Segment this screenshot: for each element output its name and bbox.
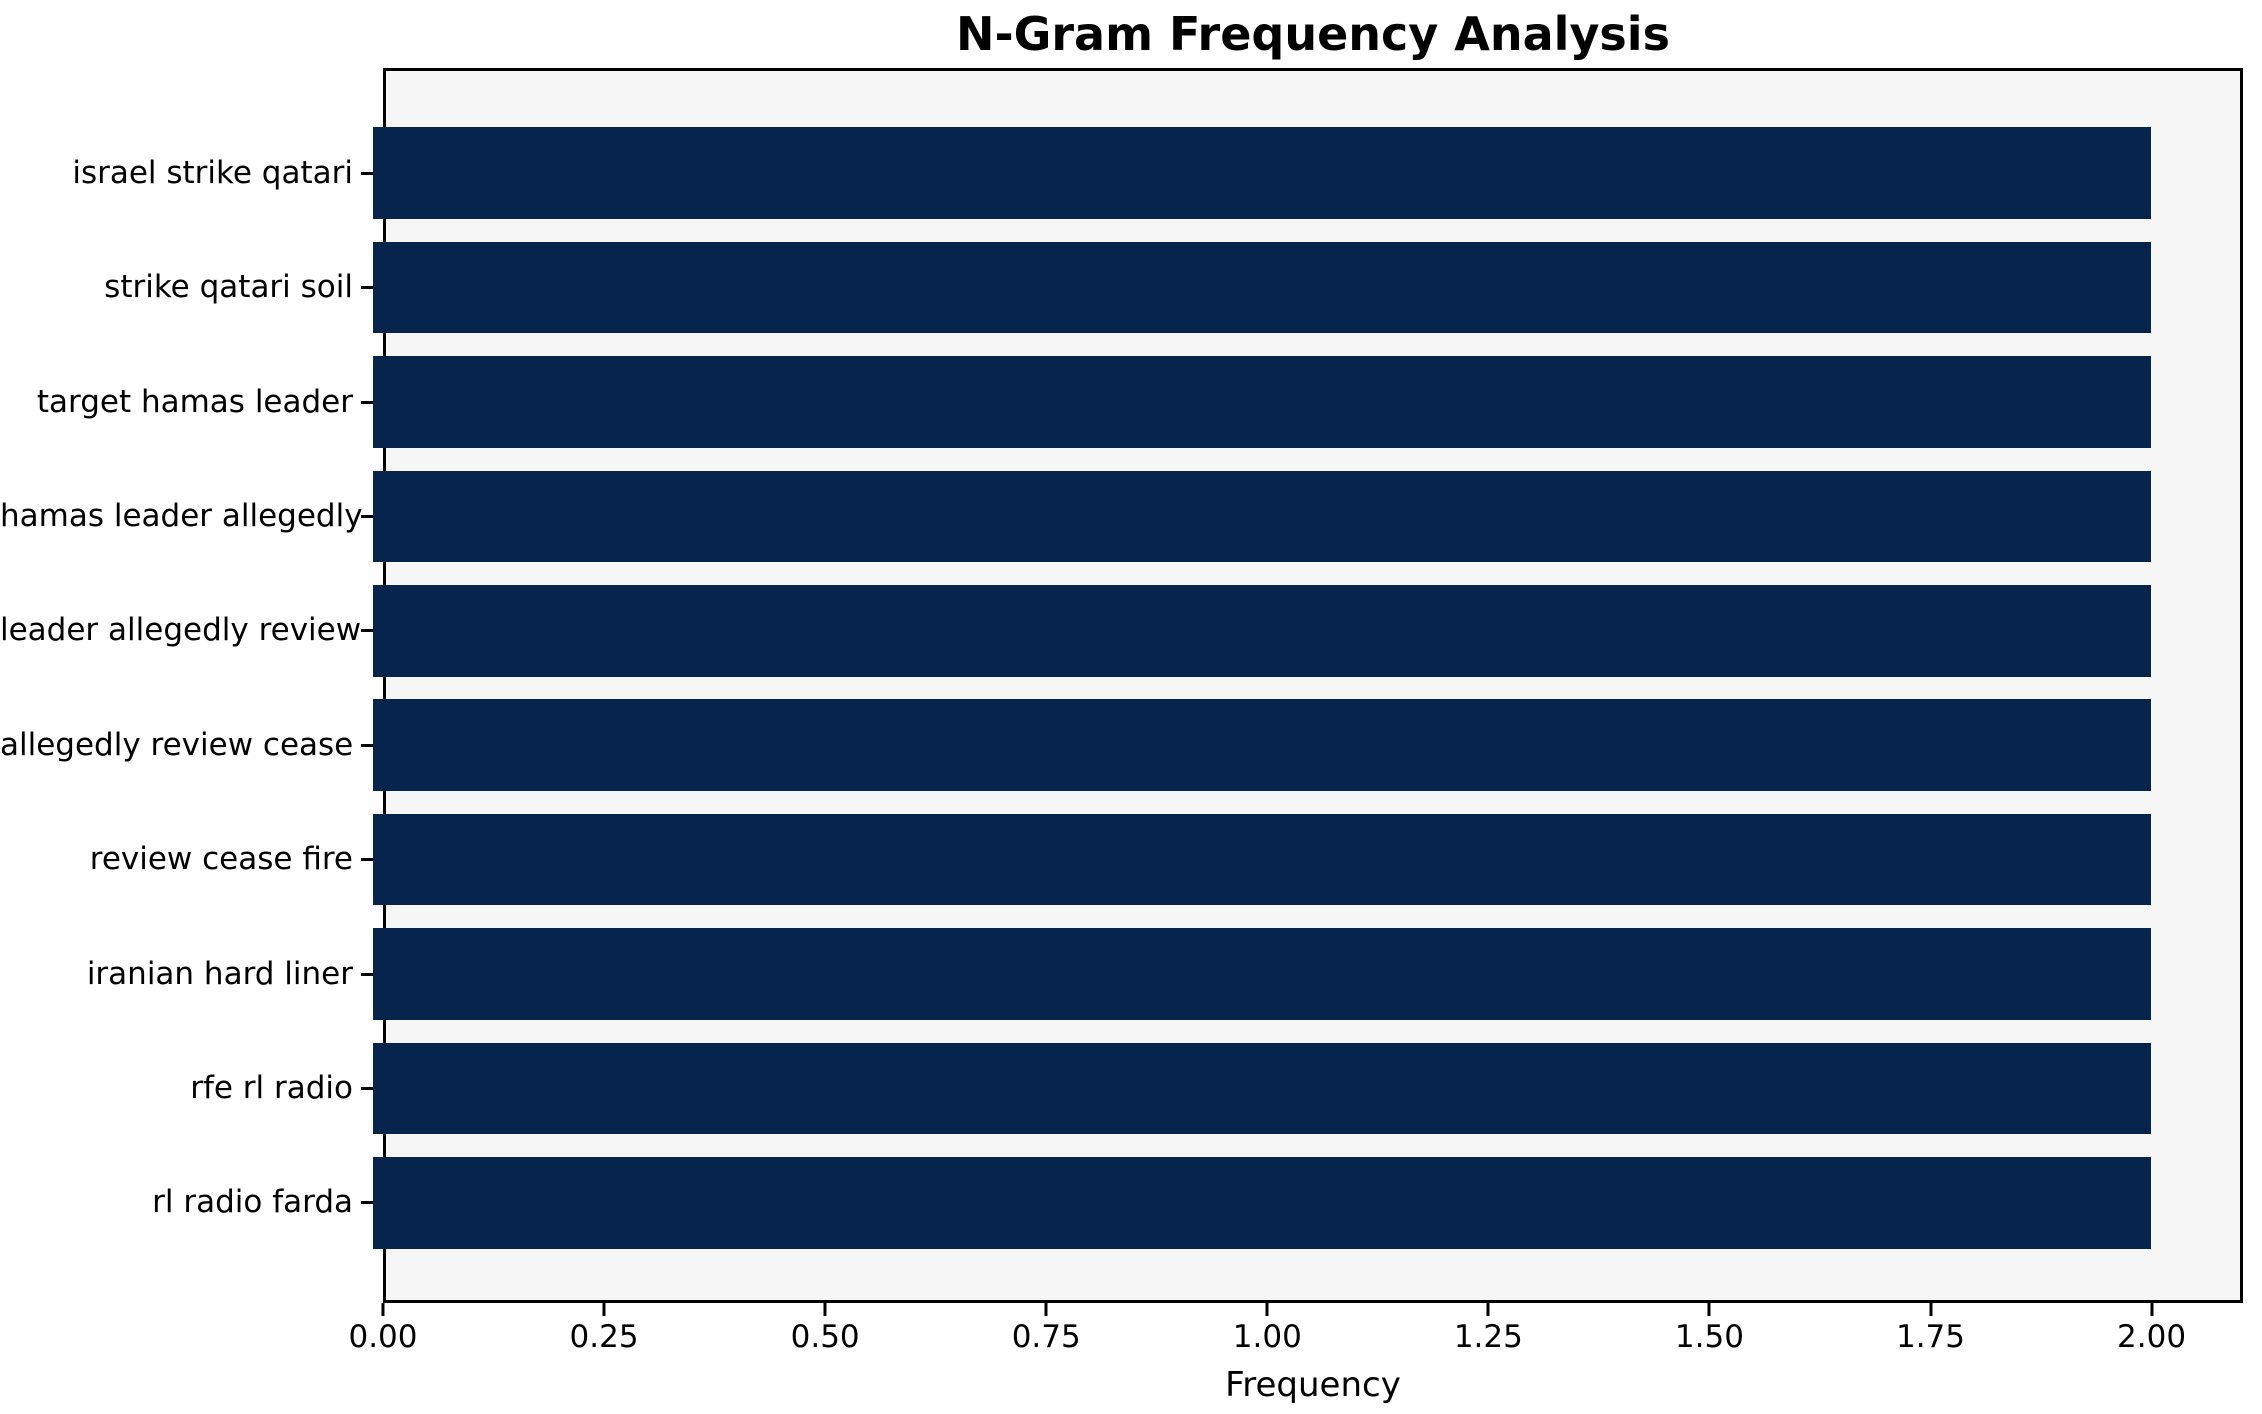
bar-area <box>373 688 2240 802</box>
x-tick: 2.00 <box>2117 1303 2186 1353</box>
chart-row: rfe rl radio <box>0 1031 2240 1145</box>
x-tick-mark <box>602 1303 606 1316</box>
x-axis-title: Frequency <box>1225 1365 1401 1405</box>
y-tick-mark <box>361 743 373 747</box>
chart-row: israel strike qatari <box>0 116 2240 230</box>
bar-area <box>373 574 2240 688</box>
bar-area <box>373 345 2240 459</box>
x-tick: 1.00 <box>1233 1303 1302 1353</box>
bar <box>373 1157 2152 1249</box>
y-tick-mark <box>361 1201 373 1205</box>
bar-area <box>373 802 2240 916</box>
x-tick: 1.50 <box>1675 1303 1744 1353</box>
x-tick-mark <box>381 1303 385 1316</box>
x-tick-label: 0.75 <box>1011 1319 1081 1355</box>
y-tick-mark <box>361 629 373 633</box>
x-tick-label: 1.00 <box>1232 1319 1302 1355</box>
y-tick-mark <box>361 171 373 175</box>
x-tick-label: 1.50 <box>1674 1319 1744 1355</box>
y-tick-label: israel strike qatari <box>72 154 353 191</box>
x-tick-label: 1.75 <box>1895 1319 1966 1355</box>
y-tick-mark <box>361 858 373 862</box>
bar <box>373 585 2152 677</box>
bar <box>373 1042 2152 1135</box>
y-tick-mark <box>361 514 373 518</box>
x-tick-mark <box>1486 1303 1490 1316</box>
x-tick-label: 0.50 <box>790 1319 860 1355</box>
chart-row: hamas leader allegedly <box>0 459 2240 573</box>
x-tick-label: 1.25 <box>1453 1319 1523 1355</box>
x-tick: 0.25 <box>570 1303 639 1353</box>
x-tick-mark <box>1044 1303 1048 1316</box>
y-tick-label: strike qatari soil <box>104 269 353 306</box>
bar <box>373 928 2152 1020</box>
bar <box>373 127 2152 219</box>
y-tick-mark <box>361 1086 373 1090</box>
chart-row: target hamas leader <box>0 345 2240 459</box>
bar <box>373 356 2152 448</box>
y-tick-label: review cease fire <box>89 841 353 878</box>
bar-area <box>373 1146 2240 1260</box>
bar-area <box>373 1031 2240 1145</box>
chart-row: rl radio farda <box>0 1146 2240 1260</box>
x-tick-label: 2.00 <box>2117 1319 2187 1355</box>
bar-area <box>373 116 2240 230</box>
y-tick-label: rfe rl radio <box>190 1069 353 1106</box>
y-tick-label: hamas leader allegedly <box>0 497 363 534</box>
y-tick-label: iranian hard liner <box>86 955 353 992</box>
x-tick-mark <box>1265 1303 1269 1316</box>
x-tick: 0.00 <box>348 1303 418 1355</box>
x-tick-mark <box>2150 1303 2154 1316</box>
bar-area <box>373 917 2240 1031</box>
bar <box>373 470 2152 563</box>
chart-title: N-Gram Frequency Analysis <box>956 7 1670 61</box>
x-tick-mark <box>1929 1303 1932 1316</box>
bar <box>373 813 2152 906</box>
y-tick-mark <box>361 972 373 976</box>
chart-row: allegedly review cease <box>0 688 2240 802</box>
y-tick-label: rl radio farda <box>152 1184 353 1221</box>
chart-row: iranian hard liner <box>0 917 2240 1031</box>
x-tick-label: 0.00 <box>348 1319 418 1355</box>
x-tick: 0.75 <box>1012 1303 1081 1353</box>
x-tick: 1.25 <box>1454 1303 1523 1353</box>
bar-area <box>373 459 2240 573</box>
y-tick-label: allegedly review cease <box>0 726 354 763</box>
x-axis: 0.00 0.25 0.50 0.75 1.00 1.25 1.50 1.75 2.00 <box>348 1303 2240 1373</box>
x-tick-mark <box>823 1303 827 1316</box>
x-tick-mark <box>1707 1303 1711 1316</box>
chart-row: leader allegedly review <box>0 574 2240 688</box>
chart-row: strike qatari soil <box>0 230 2240 344</box>
x-tick: 0.50 <box>791 1303 860 1353</box>
y-tick-label: leader allegedly review <box>0 612 362 649</box>
x-tick-label: 0.25 <box>569 1319 639 1355</box>
y-tick-label: target hamas leader <box>36 383 353 420</box>
y-tick-mark <box>361 400 373 404</box>
bar-area <box>373 230 2240 344</box>
bar-rows: israel strike qatari strike qatari soil ta… <box>0 116 2240 1260</box>
bar <box>373 241 2152 334</box>
x-tick: 1.75 <box>1896 1303 1965 1353</box>
y-tick-mark <box>361 286 373 290</box>
chart-row: review cease fire <box>0 802 2240 916</box>
bar <box>373 699 2152 791</box>
